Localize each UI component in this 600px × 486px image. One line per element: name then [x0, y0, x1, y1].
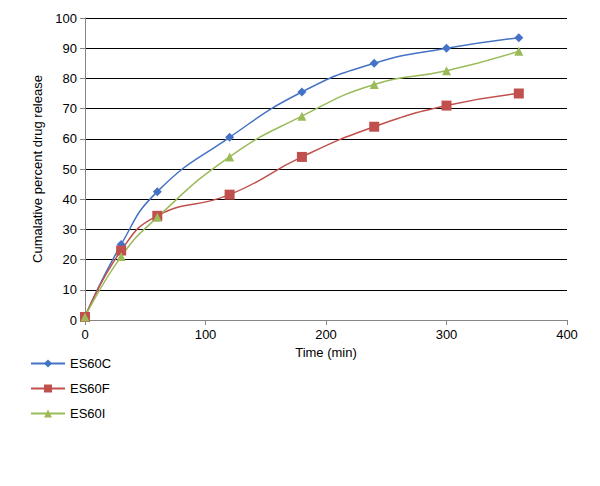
svg-text:10: 10: [63, 282, 77, 297]
svg-text:300: 300: [436, 327, 458, 342]
svg-text:0: 0: [70, 313, 77, 328]
svg-text:ES60F: ES60F: [70, 381, 110, 396]
svg-text:0: 0: [81, 327, 88, 342]
svg-text:100: 100: [195, 327, 217, 342]
svg-text:100: 100: [55, 11, 77, 26]
svg-text:70: 70: [63, 101, 77, 116]
svg-text:Cumalative percent drug releas: Cumalative percent drug release: [30, 75, 45, 263]
svg-text:200: 200: [315, 327, 337, 342]
svg-text:60: 60: [63, 131, 77, 146]
svg-text:80: 80: [63, 71, 77, 86]
svg-text:30: 30: [63, 222, 77, 237]
svg-text:Time (min): Time (min): [295, 345, 357, 360]
svg-text:400: 400: [556, 327, 578, 342]
svg-text:40: 40: [63, 192, 77, 207]
svg-text:ES60C: ES60C: [70, 356, 111, 371]
svg-text:20: 20: [63, 252, 77, 267]
svg-text:90: 90: [63, 41, 77, 56]
svg-text:50: 50: [63, 162, 77, 177]
svg-text:ES60I: ES60I: [70, 406, 105, 421]
